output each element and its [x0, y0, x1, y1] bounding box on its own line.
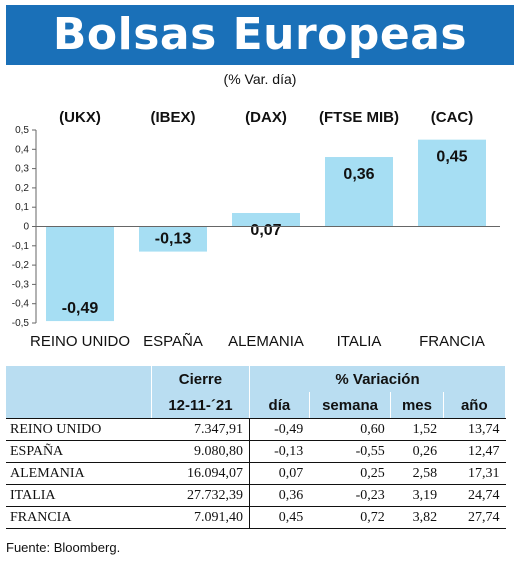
- mes-cell: 3,19: [390, 484, 444, 507]
- category-label: ESPAÑA: [143, 333, 203, 350]
- ano-cell: 24,74: [443, 484, 506, 507]
- bar: [232, 212, 300, 227]
- category-label: REINO UNIDO: [30, 333, 130, 350]
- dia-cell: 0,36: [249, 484, 310, 507]
- ano-cell: 12,47: [443, 440, 506, 463]
- date-header: 12-11-´21: [151, 392, 251, 419]
- table-row: ITALIA 27.732,39 0,36 -0,23 3,19 24,74: [6, 484, 506, 507]
- y-tick-label: 0: [23, 222, 29, 233]
- table-row: ESPAÑA 9.080,80 -0,13 -0,55 0,26 12,47: [6, 440, 506, 463]
- mes-cell: 2,58: [390, 462, 444, 485]
- bar: [418, 139, 486, 227]
- semana-cell: 0,72: [309, 506, 391, 529]
- bar-value-label: -0,49: [62, 300, 99, 317]
- bar: [325, 157, 393, 227]
- bar: [46, 226, 114, 322]
- bar-value-label: 0,07: [250, 222, 281, 239]
- table-row: FRANCIA 7.091,40 0,45 0,72 3,82 27,74: [6, 506, 506, 529]
- y-tick-label: -0,3: [12, 279, 30, 290]
- y-tick-label: 0,4: [15, 144, 29, 155]
- mes-header: mes: [390, 392, 444, 419]
- dia-header: día: [249, 392, 310, 419]
- index-label: (DAX): [245, 109, 287, 126]
- index-label: (UKX): [59, 109, 101, 126]
- table-corner: [6, 366, 152, 392]
- y-tick-label: -0,2: [12, 260, 30, 271]
- index-label: (FTSE MIB): [319, 109, 399, 126]
- dia-cell: -0,13: [249, 440, 310, 463]
- y-tick-label: -0,5: [12, 318, 30, 329]
- cierre-cell: 7.091,40: [151, 506, 251, 529]
- index-label: (IBEX): [151, 109, 196, 126]
- y-tick-label: 0,5: [15, 125, 29, 136]
- market-table: Cierre % Variación 12-11-´21 día semana …: [6, 366, 507, 529]
- semana-cell: 0,25: [309, 462, 391, 485]
- cierre-cell: 27.732,39: [151, 484, 251, 507]
- chart-title: Bolsas Europeas: [6, 5, 514, 65]
- y-tick-label: -0,1: [12, 241, 30, 252]
- chart-subtitle: (% Var. día): [223, 71, 297, 87]
- bar: [139, 226, 207, 252]
- bar-chart: 0,5 0,4 0,3 0,2 0,1 0 -0,1 -0,2 -0,3 -0,4 -0,5 -0,4…: [12, 109, 500, 350]
- country-cell: REINO UNIDO: [6, 418, 152, 441]
- mes-cell: 3,82: [390, 506, 444, 529]
- category-label: ALEMANIA: [228, 333, 304, 350]
- source-note: Fuente: Bloomberg.: [6, 540, 121, 555]
- variacion-header: % Variación: [249, 366, 506, 392]
- y-tick-label: 0,1: [15, 202, 29, 213]
- cierre-cell: 16.094,07: [151, 462, 251, 485]
- cierre-header: Cierre: [151, 366, 251, 392]
- semana-cell: -0,23: [309, 484, 391, 507]
- category-label: ITALIA: [337, 333, 382, 350]
- y-tick-label: 0,3: [15, 164, 29, 175]
- country-cell: ESPAÑA: [6, 440, 152, 463]
- cierre-cell: 9.080,80: [151, 440, 251, 463]
- index-label: (CAC): [431, 109, 474, 126]
- semana-header: semana: [309, 392, 392, 419]
- semana-cell: 0,60: [309, 418, 391, 441]
- category-label: FRANCIA: [419, 333, 485, 350]
- table-row: REINO UNIDO 7.347,91 -0,49 0,60 1,52 13,…: [6, 418, 506, 441]
- cierre-cell: 7.347,91: [151, 418, 251, 441]
- ano-header: año: [443, 392, 507, 419]
- mes-cell: 0,26: [390, 440, 444, 463]
- semana-cell: -0,55: [309, 440, 391, 463]
- country-cell: ITALIA: [6, 484, 152, 507]
- dia-cell: 0,45: [249, 506, 310, 529]
- table-corner-2: [6, 392, 152, 419]
- table-row: ALEMANIA 16.094,07 0,07 0,25 2,58 17,31: [6, 462, 506, 485]
- mes-cell: 1,52: [390, 418, 444, 441]
- dia-cell: 0,07: [249, 462, 310, 485]
- y-tick-label: -0,4: [12, 299, 30, 310]
- bar-value-label: 0,45: [436, 149, 467, 166]
- y-tick-label: 0,2: [15, 183, 29, 194]
- dia-cell: -0,49: [249, 418, 310, 441]
- ano-cell: 17,31: [443, 462, 506, 485]
- ano-cell: 13,74: [443, 418, 506, 441]
- country-cell: ALEMANIA: [6, 462, 152, 485]
- ano-cell: 27,74: [443, 506, 506, 529]
- country-cell: FRANCIA: [6, 506, 152, 529]
- bar-value-label: -0,13: [155, 231, 192, 248]
- bar-value-label: 0,36: [343, 166, 374, 183]
